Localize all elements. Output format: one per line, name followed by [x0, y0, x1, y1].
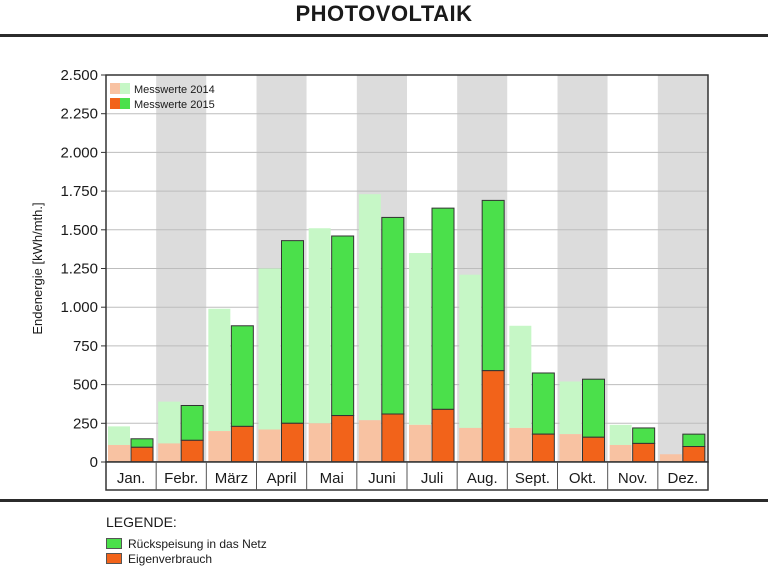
- bar-rueckspeisung-2014: [509, 325, 532, 428]
- bar-rueckspeisung-2015: [381, 216, 405, 415]
- top-divider: [0, 34, 768, 37]
- bar-eigenverbrauch-2015: [130, 446, 154, 463]
- y-tick-label: 2.000: [60, 144, 98, 161]
- bar-eigenverbrauch-2015: [531, 433, 555, 463]
- bars: [108, 194, 706, 463]
- y-tick-label: 2.250: [60, 106, 98, 123]
- x-tick-label: Juli: [421, 470, 444, 487]
- year-legend-label: Messwerte 2015: [134, 99, 215, 111]
- bar-rueckspeisung-2015: [130, 438, 154, 448]
- bar-eigenverbrauch-2015: [281, 422, 304, 463]
- bar-eigenverbrauch-2014: [358, 420, 381, 462]
- bar-eigenverbrauch-2014: [208, 431, 231, 462]
- x-axis-ticks: Jan. Febr. März April Mai Juni Juli Aug. Sept. Ok…: [105, 461, 709, 491]
- y-axis-label: Endenergie [kWh/mth.]: [30, 202, 45, 334]
- year-legend-label: Messwerte 2014: [134, 84, 215, 96]
- bar-eigenverbrauch-2015: [481, 370, 505, 463]
- x-tick-label: Nov.: [618, 470, 648, 487]
- bar-eigenverbrauch-2015: [582, 436, 605, 463]
- bar-rueckspeisung-2014: [358, 194, 381, 421]
- bar-eigenverbrauch-2015: [632, 442, 656, 463]
- bar-eigenverbrauch-2014: [308, 423, 331, 462]
- x-tick-label: Aug.: [467, 470, 498, 487]
- y-tick-label: 500: [73, 377, 98, 394]
- y-tick-label: 1.000: [60, 299, 98, 316]
- bar-rueckspeisung-2014: [208, 308, 231, 432]
- legend: LEGENDE: Rückspeisung in das Netz Eigenv…: [106, 514, 267, 566]
- year-legend: Messwerte 2014 Messwerte 2015: [110, 83, 215, 111]
- bar-rueckspeisung-2014: [158, 401, 181, 444]
- y-tick-label: 1.500: [60, 222, 98, 239]
- bar-rueckspeisung-2014: [609, 424, 632, 445]
- y-tick-label: 0: [90, 454, 98, 471]
- bar-eigenverbrauch-2014: [459, 427, 482, 462]
- bar-rueckspeisung-2015: [531, 372, 555, 435]
- year-legend-swatch-eigen: [110, 98, 120, 109]
- bar-eigenverbrauch-2015: [381, 413, 405, 463]
- bar-rueckspeisung-2015: [582, 378, 605, 438]
- bar-rueckspeisung-2015: [431, 207, 455, 410]
- bar-eigenverbrauch-2015: [331, 415, 355, 463]
- bar-rueckspeisung-2015: [230, 325, 254, 427]
- bar-eigenverbrauch-2014: [108, 444, 130, 462]
- x-tick-label: Sept.: [515, 470, 550, 487]
- bar-eigenverbrauch-2014: [659, 454, 682, 462]
- bar-eigenverbrauch-2014: [409, 424, 431, 462]
- bar-rueckspeisung-2015: [481, 199, 505, 372]
- legend-label-rueckspeisung: Rückspeisung in das Netz: [128, 536, 267, 551]
- legend-swatch-green: [106, 538, 122, 549]
- y-axis-ticks: 0 250 500 750 1.000 1.250 1.500 1.750 2.000 2.250…: [60, 67, 106, 471]
- bar-eigenverbrauch-2015: [180, 439, 204, 463]
- bar-rueckspeisung-2014: [108, 426, 130, 445]
- bar-rueckspeisung-2015: [632, 427, 656, 444]
- gridlines: [106, 113, 708, 424]
- y-tick-label: 1.250: [60, 261, 98, 278]
- x-tick-label: Okt.: [569, 470, 597, 487]
- bar-rueckspeisung-2015: [682, 433, 706, 448]
- year-legend-swatch-rueck: [120, 83, 130, 94]
- bar-rueckspeisung-2014: [459, 274, 482, 428]
- x-tick-label: März: [215, 470, 248, 487]
- bar-rueckspeisung-2014: [258, 268, 281, 430]
- x-tick-label: Dez.: [667, 470, 698, 487]
- y-tick-label: 2.500: [60, 67, 98, 84]
- bar-eigenverbrauch-2014: [609, 444, 632, 462]
- year-legend-swatch-eigen: [110, 83, 120, 94]
- bar-rueckspeisung-2014: [308, 228, 331, 424]
- y-tick-label: 250: [73, 415, 98, 432]
- legend-item-rueckspeisung: Rückspeisung in das Netz: [106, 536, 267, 551]
- x-tick-label: Febr.: [164, 470, 198, 487]
- bar-rueckspeisung-2015: [180, 404, 204, 441]
- bar-rueckspeisung-2014: [409, 253, 431, 425]
- legend-heading: LEGENDE:: [106, 514, 177, 530]
- y-tick-label: 1.750: [60, 183, 98, 200]
- bar-chart: 0 250 500 750 1.000 1.250 1.500 1.750 2.000 2.250…: [30, 67, 709, 491]
- legend-label-eigenverbrauch: Eigenverbrauch: [128, 551, 213, 566]
- bar-eigenverbrauch-2014: [509, 427, 532, 462]
- year-legend-swatch-rueck: [120, 98, 130, 109]
- x-tick-label: Jan.: [117, 470, 145, 487]
- bar-eigenverbrauch-2015: [230, 425, 254, 463]
- x-tick-label: Mai: [320, 470, 344, 487]
- x-tick-label: Juni: [368, 470, 396, 487]
- bar-eigenverbrauch-2014: [559, 434, 582, 462]
- page-title: PHOTOVOLTAIK: [295, 1, 473, 26]
- bar-eigenverbrauch-2014: [158, 443, 181, 462]
- legend-swatch-orange: [106, 553, 122, 564]
- x-tick-label: April: [267, 470, 297, 487]
- bar-eigenverbrauch-2015: [431, 408, 455, 463]
- y-tick-label: 750: [73, 338, 98, 355]
- bottom-divider: [0, 499, 768, 502]
- bar-rueckspeisung-2014: [559, 381, 582, 435]
- bar-eigenverbrauch-2015: [682, 446, 706, 463]
- bar-eigenverbrauch-2014: [258, 429, 281, 462]
- bar-rueckspeisung-2015: [331, 235, 355, 417]
- legend-item-eigenverbrauch: Eigenverbrauch: [106, 551, 267, 566]
- bar-rueckspeisung-2015: [281, 240, 304, 424]
